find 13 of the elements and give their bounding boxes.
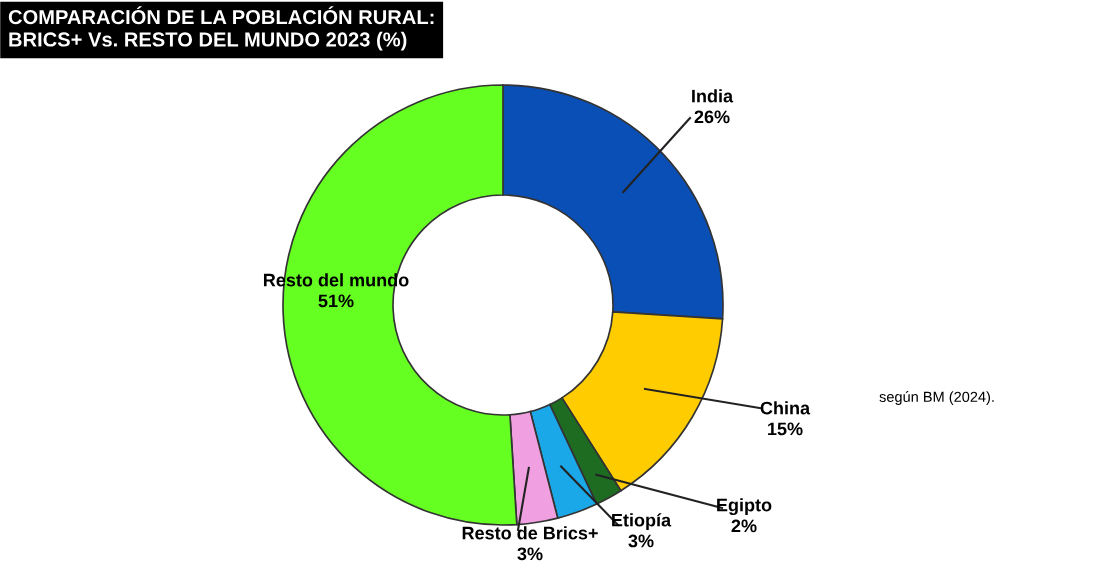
data-label: 3% xyxy=(517,547,543,561)
data-label: 26% xyxy=(694,110,730,124)
slice-label: Resto de Brics+ xyxy=(462,526,598,540)
slice-label: China xyxy=(760,401,811,415)
slice-label: Etiopía xyxy=(612,513,672,531)
data-label: 2% xyxy=(731,519,757,533)
data-label: 51% xyxy=(318,294,354,308)
chart-title: COMPARACIÓN DE LA POBLACIÓN RURAL: BRICS+ Vs. RESTO DEL MUNDO 2023 (%) xyxy=(8,6,434,51)
data-label: 15% xyxy=(768,422,803,436)
slice-label: Egipto xyxy=(717,498,772,516)
text: según BM (2024). xyxy=(879,391,994,405)
slice-label: India xyxy=(692,89,734,103)
data-label: 3% xyxy=(628,534,654,548)
